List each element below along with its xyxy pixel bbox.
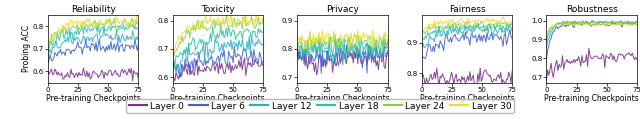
X-axis label: Pre-training Checkpoints: Pre-training Checkpoints <box>295 94 390 103</box>
Title: Fairness: Fairness <box>449 5 485 14</box>
Y-axis label: Probing ACC: Probing ACC <box>22 25 31 72</box>
Title: Reliability: Reliability <box>70 5 116 14</box>
X-axis label: Pre-training Checkpoints: Pre-training Checkpoints <box>420 94 515 103</box>
X-axis label: Pre-training Checkpoints: Pre-training Checkpoints <box>170 94 265 103</box>
Legend: Layer 0, Layer 6, Layer 12, Layer 18, Layer 24, Layer 30: Layer 0, Layer 6, Layer 12, Layer 18, La… <box>126 99 514 113</box>
Title: Robustness: Robustness <box>566 5 618 14</box>
X-axis label: Pre-training Checkpoints: Pre-training Checkpoints <box>46 94 141 103</box>
X-axis label: Pre-training Checkpoints: Pre-training Checkpoints <box>544 94 639 103</box>
Title: Toxicity: Toxicity <box>201 5 235 14</box>
Title: Privacy: Privacy <box>326 5 359 14</box>
